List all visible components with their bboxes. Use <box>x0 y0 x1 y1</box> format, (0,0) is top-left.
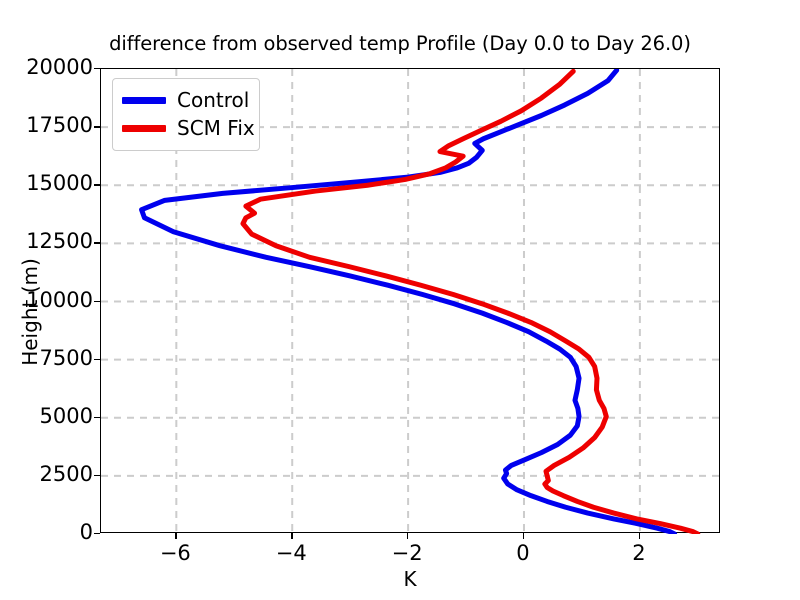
y-tick-label: 5000 <box>39 403 93 428</box>
y-tick-mark <box>94 184 100 186</box>
chart-title: difference from observed temp Profile (D… <box>109 32 691 55</box>
plot-canvas <box>101 69 721 534</box>
x-tick-label: −4 <box>275 541 307 565</box>
x-tick-mark <box>175 533 177 539</box>
legend-label: Control <box>177 88 250 112</box>
y-tick-mark <box>94 474 100 477</box>
x-tick-label: −6 <box>159 541 191 565</box>
y-tick-mark <box>94 126 100 128</box>
y-tick-mark <box>94 416 100 419</box>
y-tick-label: 15000 <box>26 171 93 196</box>
legend-label: SCM Fix <box>177 116 255 140</box>
x-tick-mark <box>407 533 409 539</box>
x-tick-mark <box>522 533 525 539</box>
legend-item-scm-fix[interactable]: SCM Fix <box>122 114 255 142</box>
y-tick-label: 12500 <box>26 229 93 254</box>
y-tick-mark <box>94 300 100 302</box>
x-tick-mark <box>638 533 641 539</box>
x-tick-label: 0 <box>516 541 530 565</box>
x-axis-label: K <box>403 567 417 591</box>
y-tick-label: 0 <box>79 520 93 544</box>
series-line-scm-fix <box>240 69 701 534</box>
x-tick-label: 2 <box>632 541 646 565</box>
y-tick-label: 17500 <box>26 113 93 138</box>
plot-area <box>100 68 721 534</box>
x-tick-label: −2 <box>391 541 423 565</box>
y-tick-mark <box>94 533 100 535</box>
x-tick-mark <box>291 533 293 539</box>
y-axis-label: Height (m) <box>18 258 42 366</box>
y-tick-mark <box>94 242 100 244</box>
chart-legend: Control SCM Fix <box>112 78 260 151</box>
legend-color-swatch <box>122 124 166 132</box>
y-tick-label: 20000 <box>26 55 93 79</box>
legend-color-swatch <box>122 96 166 104</box>
y-tick-label: 10000 <box>26 287 93 312</box>
data-series-group <box>139 69 701 534</box>
series-line-control <box>139 69 678 534</box>
y-tick-label: 2500 <box>39 461 93 486</box>
y-tick-label: 7500 <box>39 345 93 370</box>
legend-item-control[interactable]: Control <box>122 86 250 114</box>
y-tick-mark <box>94 358 100 361</box>
y-axis-tick-labels: 0 2500 5000 7500 10000 12500 15000 17500 20000 <box>0 0 93 600</box>
y-tick-mark <box>94 68 100 70</box>
